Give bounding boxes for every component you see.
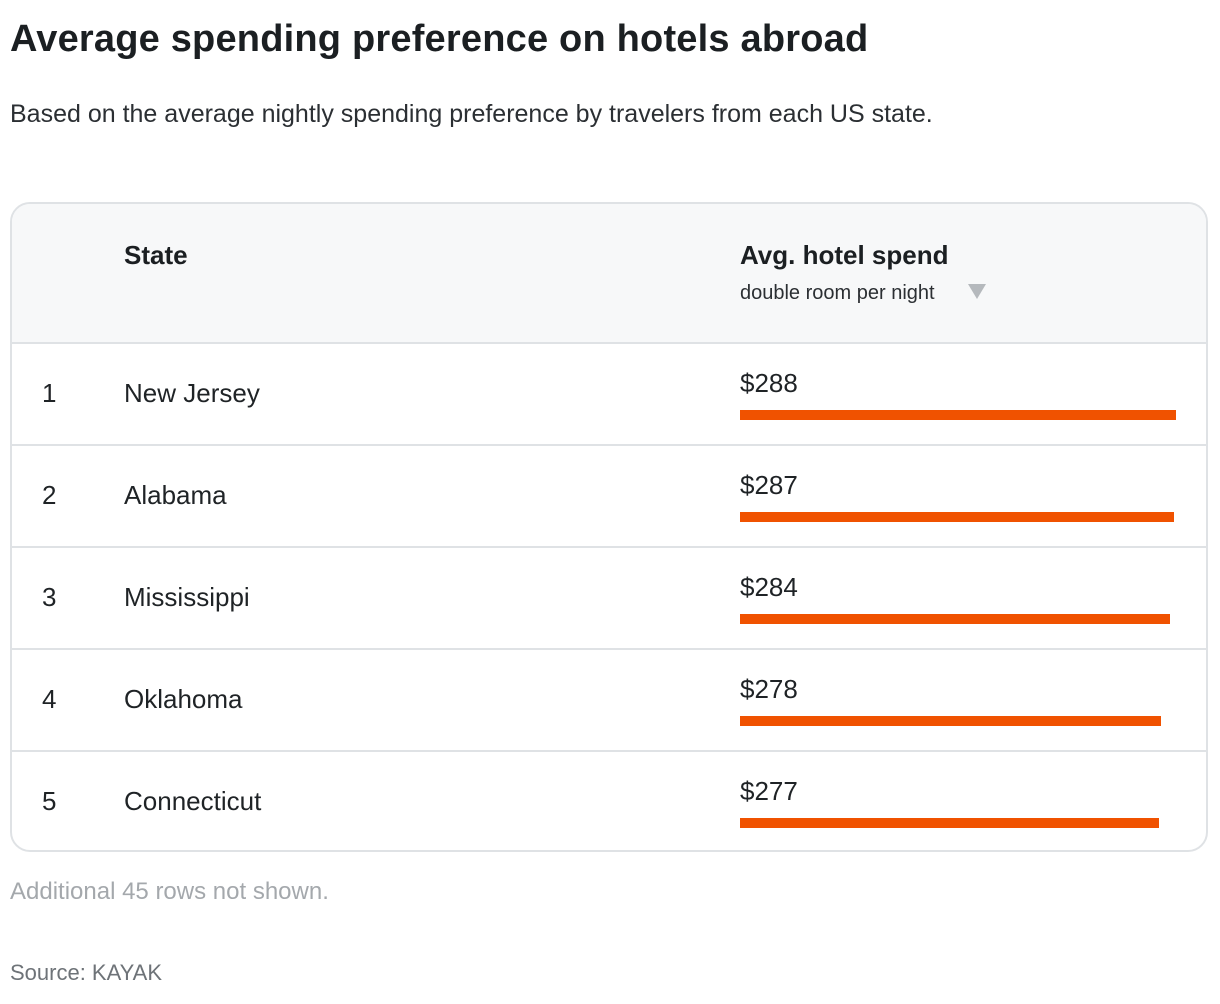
row-value-bar (740, 512, 1174, 522)
row-state: Alabama (124, 480, 227, 510)
row-rank: 2 (42, 480, 57, 510)
table-row: 3 Mississippi $284 (12, 548, 1206, 650)
row-value-bar (740, 410, 1176, 420)
row-value-label: $278 (740, 674, 798, 704)
row-rank: 4 (42, 684, 57, 714)
table-header: State Avg. hotel spend double room per n… (12, 204, 1206, 344)
row-rank: 1 (42, 378, 57, 408)
row-state: Mississippi (124, 582, 250, 612)
rows-not-shown-note: Additional 45 rows not shown. (10, 878, 329, 905)
column-header-state[interactable]: State (124, 240, 188, 270)
row-rank: 3 (42, 582, 57, 612)
column-header-hotel-spend-subtitle: double room per night (740, 282, 935, 304)
row-value-bar (740, 818, 1159, 828)
row-value-label: $287 (740, 470, 798, 500)
row-value-bar (740, 614, 1170, 624)
sort-descending-icon[interactable] (968, 284, 986, 299)
row-value-label: $288 (740, 368, 798, 398)
row-value-bar (740, 716, 1161, 726)
chart-subtitle: Based on the average nightly spending pr… (10, 100, 933, 128)
table-row: 1 New Jersey $288 (12, 344, 1206, 446)
row-rank: 5 (42, 786, 57, 816)
table-row: 5 Connecticut $277 (12, 752, 1206, 850)
row-state: Connecticut (124, 786, 262, 816)
column-header-hotel-spend[interactable]: Avg. hotel spend (740, 240, 949, 270)
row-state: New Jersey (124, 378, 260, 408)
chart-title: Average spending preference on hotels ab… (10, 18, 869, 60)
table-row: 2 Alabama $287 (12, 446, 1206, 548)
row-state: Oklahoma (124, 684, 243, 714)
table-row: 4 Oklahoma $278 (12, 650, 1206, 752)
source-note: Source: KAYAK (10, 960, 163, 985)
row-value-label: $277 (740, 776, 798, 806)
row-value-label: $284 (740, 572, 798, 602)
data-table: State Avg. hotel spend double room per n… (10, 202, 1208, 852)
